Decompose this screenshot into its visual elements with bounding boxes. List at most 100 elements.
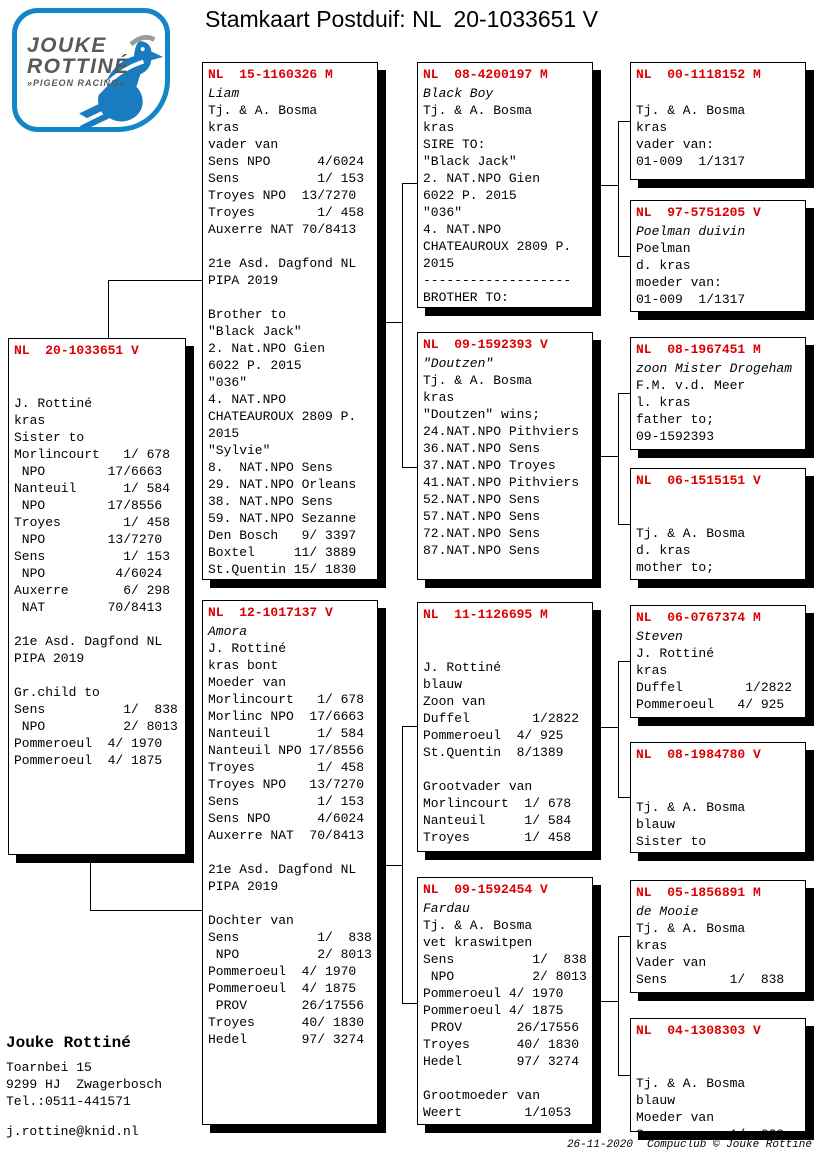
ring-number: NL 11-1126695 M: [423, 607, 548, 622]
pedigree-box-greatgrandparent-5: NL 06-0767374 M Steven J. Rottiné kras D…: [630, 605, 806, 718]
connector-line: [378, 322, 402, 323]
ring-number: NL 06-1515151 V: [636, 473, 761, 488]
connector-line: [593, 185, 618, 186]
pedigree-box-grandmother-paternal: NL 09-1592393 V "Doutzen" Tj. & A. Bosma…: [417, 332, 593, 580]
pigeon-name: [636, 765, 800, 782]
pigeon-name: "Doutzen": [423, 356, 494, 371]
pigeon-details: F.M. v.d. Meer l. kras father to; 09-159…: [636, 378, 746, 444]
pigeon-details: J. Rottiné kras Duffel 1/2822 Pommeroeul…: [636, 646, 793, 712]
connector-line: [402, 726, 403, 1003]
connector-line: [402, 1003, 417, 1004]
owner-name: Jouke Rottiné: [6, 1034, 131, 1052]
pedigree-box-greatgrandparent-3: NL 08-1967451 M zoon Mister Drogeham F.M…: [630, 337, 806, 450]
logo-name-line1: JOUKE: [27, 34, 107, 57]
pigeon-details: Poelman d. kras moeder van: 01-009 1/131…: [636, 241, 746, 307]
owner-email: j.rottine@knid.nl: [6, 1124, 139, 1139]
pigeon-name: Black Boy: [423, 86, 494, 101]
pigeon-name: [423, 625, 587, 642]
pigeon-name: Fardau: [423, 901, 470, 916]
connector-line: [618, 524, 630, 525]
connector-line: [618, 393, 619, 524]
pedigree-box-greatgrandparent-1: NL 00-1118152 M Tj. & A. Bosma kras vade…: [630, 62, 806, 180]
pigeon-name: zoon Mister Drogeham: [636, 361, 793, 376]
pigeon-name: Steven: [636, 629, 683, 644]
pigeon-details: Tj. & A. Bosma kras Vader van Sens 1/ 83…: [636, 921, 785, 987]
logo-tagline: »PIGEON RACING«: [27, 78, 126, 88]
connector-line: [402, 726, 417, 727]
connector-line: [618, 661, 619, 797]
pedigree-box-greatgrandparent-8: NL 04-1308303 V Tj. & A. Bosma blauw Moe…: [630, 1018, 806, 1132]
connector-line: [593, 727, 618, 728]
connector-line: [618, 1075, 630, 1076]
connector-line: [402, 467, 417, 468]
ring-number: NL 06-0767374 M: [636, 610, 761, 625]
pigeon-details: Tj. & A. Bosma kras vader van Sens NPO 4…: [208, 103, 365, 577]
ring-number: NL 09-1592393 V: [423, 337, 548, 352]
owner-address-city: 9299 HJ Zwagerbosch: [6, 1077, 163, 1092]
footer: 26-11-2020 Compuclub © Jouke Rottiné: [553, 1139, 812, 1151]
ring-number: NL 04-1308303 V: [636, 1023, 761, 1038]
pigeon-details: J. Rottiné kras bont Moeder van Morlinco…: [208, 641, 372, 1047]
pigeon-details: J. Rottiné kras Sister to Morlincourt 1/…: [14, 396, 178, 768]
logo-text: JOUKE ROTTINÉ »PIGEON RACING«: [27, 35, 130, 88]
pedigree-box-grandmother-maternal: NL 09-1592454 V Fardau Tj. & A. Bosma ve…: [417, 877, 593, 1125]
connector-line: [593, 1001, 618, 1002]
owner-phone: Tel.:0511-441571: [6, 1094, 131, 1109]
pedigree-box-grandfather-maternal: NL 11-1126695 M J. Rottiné blauw Zoon va…: [417, 602, 593, 852]
ring-number: NL 05-1856891 M: [636, 885, 761, 900]
ring-number: NL 08-1967451 M: [636, 342, 761, 357]
connector-line: [108, 280, 109, 338]
pigeon-details: Tj. & A. Bosma kras "Doutzen" wins; 24.N…: [423, 373, 580, 558]
pigeon-details: Tj. & A. Bosma d. kras mother to; 09-159…: [636, 526, 746, 579]
pigeon-name: Poelman duivin: [636, 224, 746, 239]
connector-line: [90, 910, 202, 911]
connector-line: [618, 121, 630, 122]
ring-number: NL 00-1118152 M: [636, 67, 761, 82]
pedigree-box-subject: NL 20-1033651 V J. Rottiné kras Sister t…: [8, 338, 186, 855]
pedigree-box-grandfather-paternal: NL 08-4200197 M Black Boy Tj. & A. Bosma…: [417, 62, 593, 308]
connector-line: [593, 456, 618, 457]
logo-name-line2: ROTTINÉ: [27, 55, 130, 78]
page-title: Stamkaart Postduif: NL 20-1033651 V: [205, 6, 598, 32]
connector-line: [618, 797, 630, 798]
pedigree-box-greatgrandparent-7: NL 05-1856891 M de Mooie Tj. & A. Bosma …: [630, 880, 806, 993]
pigeon-name: Liam: [208, 86, 240, 101]
ring-number: NL 09-1592454 V: [423, 882, 548, 897]
ring-number: NL 97-5751205 V: [636, 205, 761, 220]
pigeon-details: Tj. & A. Bosma blauw Sister to 5e Nat./N…: [636, 800, 746, 852]
footer-credit: Compuclub © Jouke Rottiné: [646, 1139, 812, 1151]
ring-number: NL 20-1033651 V: [14, 343, 139, 358]
pigeon-name: [14, 361, 180, 378]
pigeon-name: Amora: [208, 624, 248, 639]
owner-address-street: Toarnbei 15: [6, 1060, 92, 1075]
pigeon-logo-icon: [79, 35, 164, 129]
pedigree-box-greatgrandparent-2: NL 97-5751205 V Poelman duivin Poelman d…: [630, 200, 806, 312]
connector-line: [618, 936, 619, 1075]
pigeon-details: Tj. & A. Bosma vet kraswitpen Sens 1/ 83…: [423, 918, 587, 1120]
pedigree-box-father: NL 15-1160326 M Liam Tj. & A. Bosma kras…: [202, 62, 378, 580]
connector-line: [618, 661, 630, 662]
connector-line: [618, 256, 630, 257]
connector-line: [618, 393, 630, 394]
ring-number: NL 08-1984780 V: [636, 747, 761, 762]
connector-line: [378, 865, 402, 866]
pigeon-name: [636, 1041, 800, 1058]
footer-date: 26-11-2020: [566, 1139, 633, 1151]
pedigree-box-greatgrandparent-6: NL 08-1984780 V Tj. & A. Bosma blauw Sis…: [630, 742, 806, 853]
pigeon-details: Tj. & A. Bosma kras SIRE TO: "Black Jack…: [423, 103, 572, 305]
pigeon-details: Tj. & A. Bosma kras vader van: 01-009 1/…: [636, 103, 746, 169]
pedigree-box-mother: NL 12-1017137 V Amora J. Rottiné kras bo…: [202, 600, 378, 1125]
ring-number: NL 08-4200197 M: [423, 67, 548, 82]
connector-line: [618, 936, 630, 937]
connector-line: [618, 121, 619, 256]
ring-number: NL 12-1017137 V: [208, 605, 333, 620]
pedigree-box-greatgrandparent-4: NL 06-1515151 V Tj. & A. Bosma d. kras m…: [630, 468, 806, 580]
pigeon-details: Tj. & A. Bosma blauw Moeder van Sens 1/ …: [636, 1076, 784, 1131]
connector-line: [402, 183, 403, 467]
pigeon-details: J. Rottiné blauw Zoon van Duffel 1/2822 …: [423, 660, 580, 845]
pigeon-name: [636, 85, 800, 102]
pigeon-name: [636, 491, 800, 508]
connector-line: [402, 183, 417, 184]
jouke-rottine-logo: JOUKE ROTTINÉ »PIGEON RACING«: [12, 8, 170, 132]
pigeon-name: de Mooie: [636, 904, 699, 919]
